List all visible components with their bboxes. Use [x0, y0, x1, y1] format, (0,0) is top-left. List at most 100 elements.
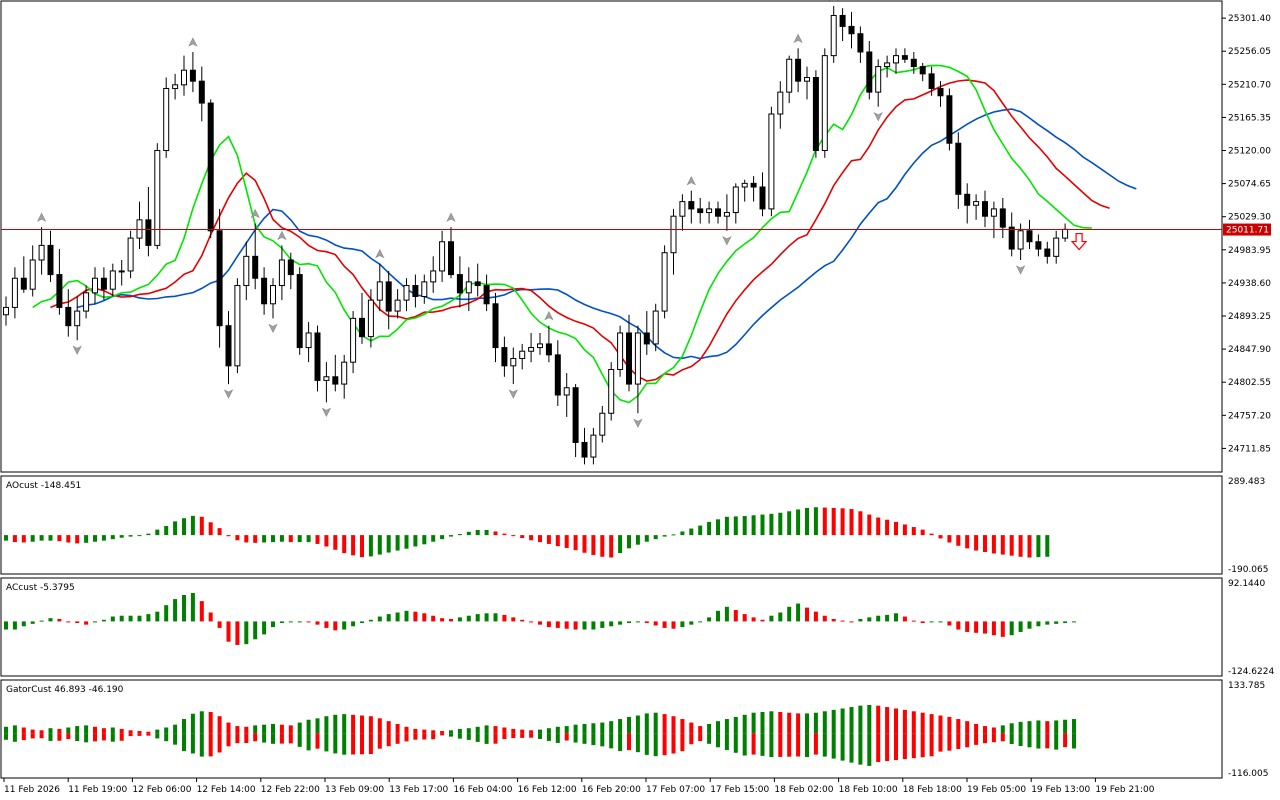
- ac-bar-up: [288, 621, 293, 623]
- gator-upper-bar: [894, 708, 898, 734]
- candle: [937, 81, 944, 107]
- candle: [545, 325, 552, 363]
- gator-lower-bar: [262, 733, 267, 743]
- gator-upper-bar: [484, 725, 489, 734]
- price-tick-label: 25165.35: [1228, 113, 1271, 123]
- bull-candle-body: [127, 237, 134, 272]
- gator-upper-bar: [449, 730, 453, 734]
- candle: [973, 194, 980, 220]
- ac-bar-up: [689, 621, 694, 625]
- gator-panel[interactable]: GatorCust 46.893 -46.190 133.785 -116.00…: [0, 679, 1268, 779]
- ao-bar-down: [974, 535, 979, 551]
- ao-bar-down: [244, 535, 249, 543]
- gator-upper-bar: [288, 725, 293, 734]
- gator-upper-bar: [840, 708, 845, 734]
- gator-lower-bar: [956, 733, 961, 749]
- moving-average-lines: [32, 64, 1137, 404]
- candle: [554, 340, 561, 406]
- ac-bar-down: [822, 615, 827, 622]
- gator-lower-bar: [1000, 733, 1005, 742]
- bull-candle-body: [118, 270, 125, 273]
- bear-candle-body: [145, 219, 152, 246]
- ac-bar-down: [965, 621, 970, 632]
- bull-candle-body: [590, 434, 597, 458]
- price-tick-label: 25120.00: [1228, 147, 1271, 157]
- candle: [29, 245, 36, 297]
- gator-upper-bar: [457, 728, 462, 734]
- gator-upper-bar: [911, 711, 916, 734]
- ao-bar-down: [920, 529, 925, 536]
- price-panel[interactable]: 25301.40 25256.05 25210.70 25165.35 25120.00…: [0, 0, 1271, 473]
- time-tick-label: 19 Feb 13:00: [1031, 785, 1090, 795]
- ac-bar-down: [546, 621, 551, 628]
- gator-upper-bar: [146, 731, 151, 734]
- candle: [812, 70, 819, 158]
- ac-bar-up: [466, 615, 471, 622]
- bull-candle-body: [29, 259, 36, 290]
- gator-lower-bar: [983, 733, 987, 744]
- ac-bar-up: [395, 612, 400, 622]
- ac-bar-up: [582, 621, 587, 630]
- gator-upper-bar: [947, 716, 952, 734]
- candle: [172, 73, 179, 100]
- bull-candle-body: [3, 306, 9, 316]
- gator-upper-bar: [208, 711, 213, 734]
- bull-candle-body: [278, 259, 285, 287]
- gator-lower-bar: [146, 733, 151, 736]
- gator-upper-bar: [635, 715, 640, 734]
- ac-panel[interactable]: ACcust -5.3795 92.1440 -124.6224: [0, 577, 1274, 677]
- price-tick-label: 24757.20: [1228, 411, 1271, 421]
- ac-bar-down: [57, 618, 62, 622]
- candle: [652, 303, 659, 352]
- ac-label: ACcust -5.3795: [6, 583, 75, 593]
- ao-bar-up: [262, 535, 267, 543]
- ac-bar-down: [66, 621, 71, 623]
- bull-candle-body: [723, 212, 730, 217]
- gator-upper-bar: [315, 718, 320, 734]
- ac-bar-up: [457, 617, 462, 622]
- bull-candle-body: [768, 113, 775, 210]
- gator-upper-bar: [671, 716, 676, 734]
- bull-candle-body: [367, 299, 374, 338]
- price-tick-label: 24711.85: [1228, 444, 1271, 454]
- candle: [804, 66, 810, 100]
- bull-candle-body: [11, 277, 18, 308]
- gator-upper-bar: [1072, 719, 1076, 734]
- gator-lower-bar: [769, 733, 774, 758]
- sell-signal-arrow-icon: [1070, 232, 1088, 251]
- ao-bar-down: [1009, 535, 1014, 556]
- price-tick-label: 24983.95: [1228, 246, 1271, 256]
- ac-bar-down: [413, 611, 418, 622]
- gator-upper-bar: [342, 714, 347, 734]
- gator-upper-bar: [306, 719, 311, 734]
- gator-lower-bar: [698, 733, 703, 742]
- price-tick-label: 25210.70: [1228, 80, 1271, 90]
- candle: [145, 187, 152, 257]
- bear-candle-body: [314, 332, 321, 381]
- ao-bar-up: [190, 515, 195, 536]
- ao-label: AOcust -148.451: [6, 481, 81, 491]
- gator-upper-bar: [582, 723, 587, 734]
- ao-bar-down: [1027, 535, 1032, 558]
- bear-candle-body: [448, 241, 454, 276]
- ao-panel[interactable]: AOcust -148.451 289.483 -190.065: [0, 475, 1268, 575]
- ao-bar-down: [217, 528, 222, 536]
- gator-lower-bar: [182, 733, 186, 752]
- ao-bar-down: [1000, 535, 1005, 555]
- ao-min-label: -190.065: [1228, 565, 1268, 575]
- gator-lower-bar: [386, 733, 391, 747]
- time-tick-label: 11 Feb 19:00: [68, 785, 127, 795]
- gator-upper-bar: [75, 726, 80, 734]
- gator-lower-bar: [511, 733, 516, 739]
- bear-candle-body: [839, 14, 846, 27]
- gator-lower-bar: [66, 733, 71, 740]
- ac-bar-up: [635, 621, 640, 623]
- bear-candle-body: [964, 193, 971, 206]
- gator-upper-bar: [30, 729, 35, 734]
- candle: [1017, 223, 1024, 260]
- candle: [750, 176, 757, 202]
- ao-bar-down: [253, 535, 258, 543]
- ac-bar-down: [199, 601, 204, 622]
- gator-upper-bar: [351, 714, 356, 734]
